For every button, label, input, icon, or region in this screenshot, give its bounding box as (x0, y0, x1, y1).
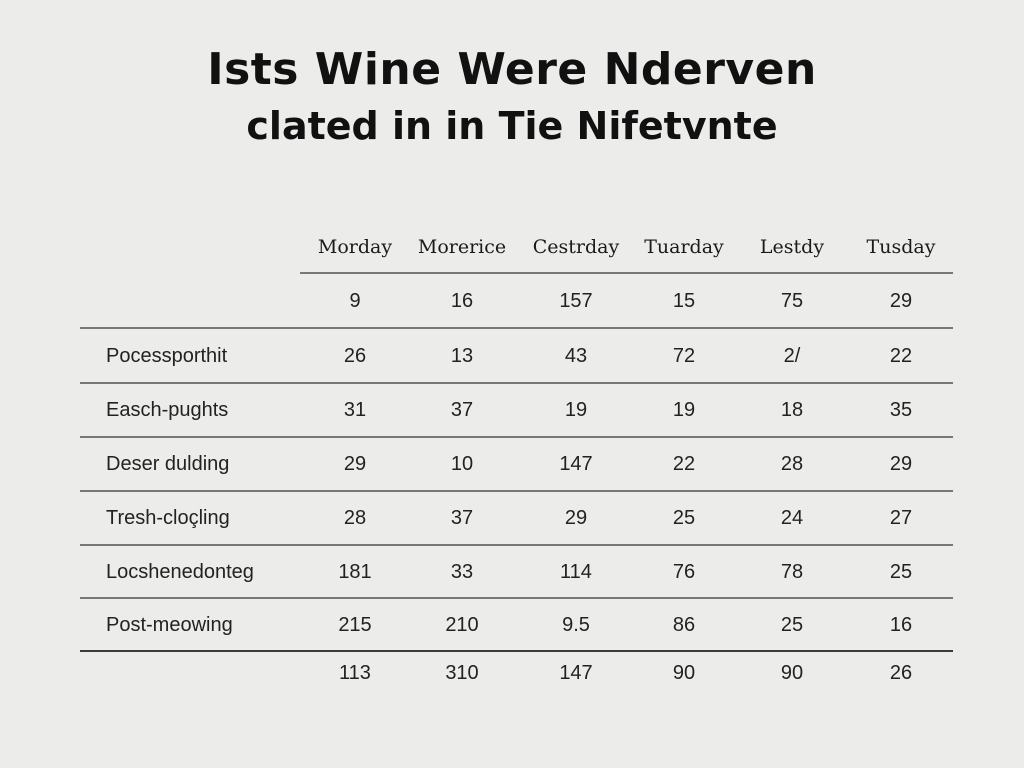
table-cell: 28 (781, 453, 803, 475)
table-cell: 9.5 (562, 614, 590, 636)
table-cell: 19 (673, 399, 695, 421)
table-cell: 310 (445, 662, 478, 684)
table-cell: 157 (559, 290, 592, 312)
table-cell: 210 (445, 614, 478, 636)
table-cell: 16 (890, 614, 912, 636)
table-cell: 22 (890, 345, 912, 367)
table-cell: 37 (451, 507, 473, 529)
table-cell: 19 (565, 399, 587, 421)
table-cell: 28 (344, 507, 366, 529)
table-cell: 18 (781, 399, 803, 421)
table-cell: 22 (673, 453, 695, 475)
table-cell: 29 (890, 290, 912, 312)
column-header: Lestdy (760, 236, 824, 258)
table-cell: 181 (338, 561, 371, 583)
table-cell: 33 (451, 561, 473, 583)
table-cell: 29 (890, 453, 912, 475)
chart-title-line-2: clated in in Tie Nifetvnte (246, 104, 778, 148)
table-cell: 78 (781, 561, 803, 583)
table-cell: 113 (339, 662, 371, 684)
table-cell: 9 (349, 290, 360, 312)
table-cell: 15 (673, 290, 695, 312)
table-cell: 215 (338, 614, 371, 636)
table-cell: 13 (451, 345, 473, 367)
table-cell: 114 (560, 561, 592, 583)
column-header: Tusday (867, 236, 936, 258)
table-cell: 86 (673, 614, 695, 636)
table-cell: 90 (673, 662, 695, 684)
table-cell: 72 (673, 345, 695, 367)
row-label: Deser dulding (106, 453, 229, 475)
table-cell: 27 (890, 507, 912, 529)
table-cell: 29 (565, 507, 587, 529)
table-cell: 16 (451, 290, 473, 312)
table-cell: 31 (344, 399, 366, 421)
table-cell: 24 (781, 507, 803, 529)
table-cell: 25 (890, 561, 912, 583)
row-label: Pocessporthit (106, 345, 228, 367)
table-cell: 26 (344, 345, 366, 367)
column-header: Morday (318, 236, 392, 258)
row-label: Tresh-cloçling (106, 507, 230, 529)
table-cell: 147 (559, 453, 592, 475)
table-cell: 90 (781, 662, 803, 684)
chart-title-line-1: Ists Wine Were Nderven (207, 44, 817, 95)
table-cell: 26 (890, 662, 912, 684)
column-header: Cestrday (533, 236, 620, 258)
column-header: Tuarday (644, 236, 724, 258)
table-cell: 35 (890, 399, 912, 421)
table-cell: 2/ (784, 345, 801, 367)
table-cell: 37 (451, 399, 473, 421)
row-label: Easch-pughts (106, 399, 228, 421)
table-cell: 25 (673, 507, 695, 529)
table-cell: 75 (781, 290, 803, 312)
row-label: Locshenedonteg (106, 561, 254, 583)
column-header: Morerice (418, 236, 506, 258)
table-cell: 25 (781, 614, 803, 636)
table-cell: 29 (344, 453, 366, 475)
table-cell: 10 (451, 453, 473, 475)
table-cell: 76 (673, 561, 695, 583)
table-cell: 43 (565, 345, 587, 367)
table-cell: 147 (559, 662, 592, 684)
row-label: Post-meowing (106, 614, 233, 636)
